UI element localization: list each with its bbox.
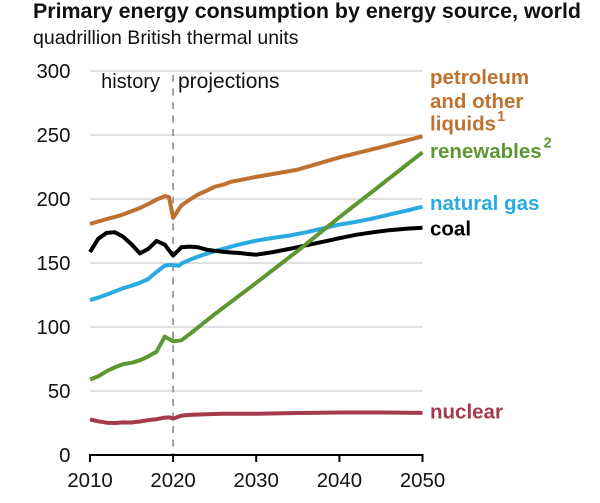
svg-text:200: 200 <box>36 189 70 211</box>
svg-text:petroleum: petroleum <box>430 66 529 89</box>
svg-text:and other: and other <box>430 90 523 113</box>
svg-text:quadrillion British thermal un: quadrillion British thermal units <box>33 27 299 49</box>
svg-text:nuclear: nuclear <box>430 401 503 424</box>
svg-text:50: 50 <box>48 381 71 403</box>
svg-text:liquids1: liquids1 <box>430 109 505 136</box>
svg-text:Primary energy consumption by: Primary energy consumption by energy sou… <box>33 0 581 23</box>
svg-text:2030: 2030 <box>234 470 279 492</box>
svg-text:natural gas: natural gas <box>430 192 539 215</box>
svg-text:2010: 2010 <box>67 470 112 492</box>
svg-text:coal: coal <box>430 218 471 241</box>
svg-text:projections: projections <box>178 70 280 93</box>
svg-text:history: history <box>101 71 160 93</box>
svg-text:2020: 2020 <box>150 470 195 492</box>
svg-text:250: 250 <box>36 125 70 147</box>
svg-text:100: 100 <box>36 317 70 339</box>
svg-text:150: 150 <box>36 253 70 275</box>
svg-text:2040: 2040 <box>317 470 362 492</box>
svg-text:2050: 2050 <box>400 470 445 492</box>
svg-text:300: 300 <box>36 61 70 83</box>
svg-text:0: 0 <box>59 445 70 467</box>
